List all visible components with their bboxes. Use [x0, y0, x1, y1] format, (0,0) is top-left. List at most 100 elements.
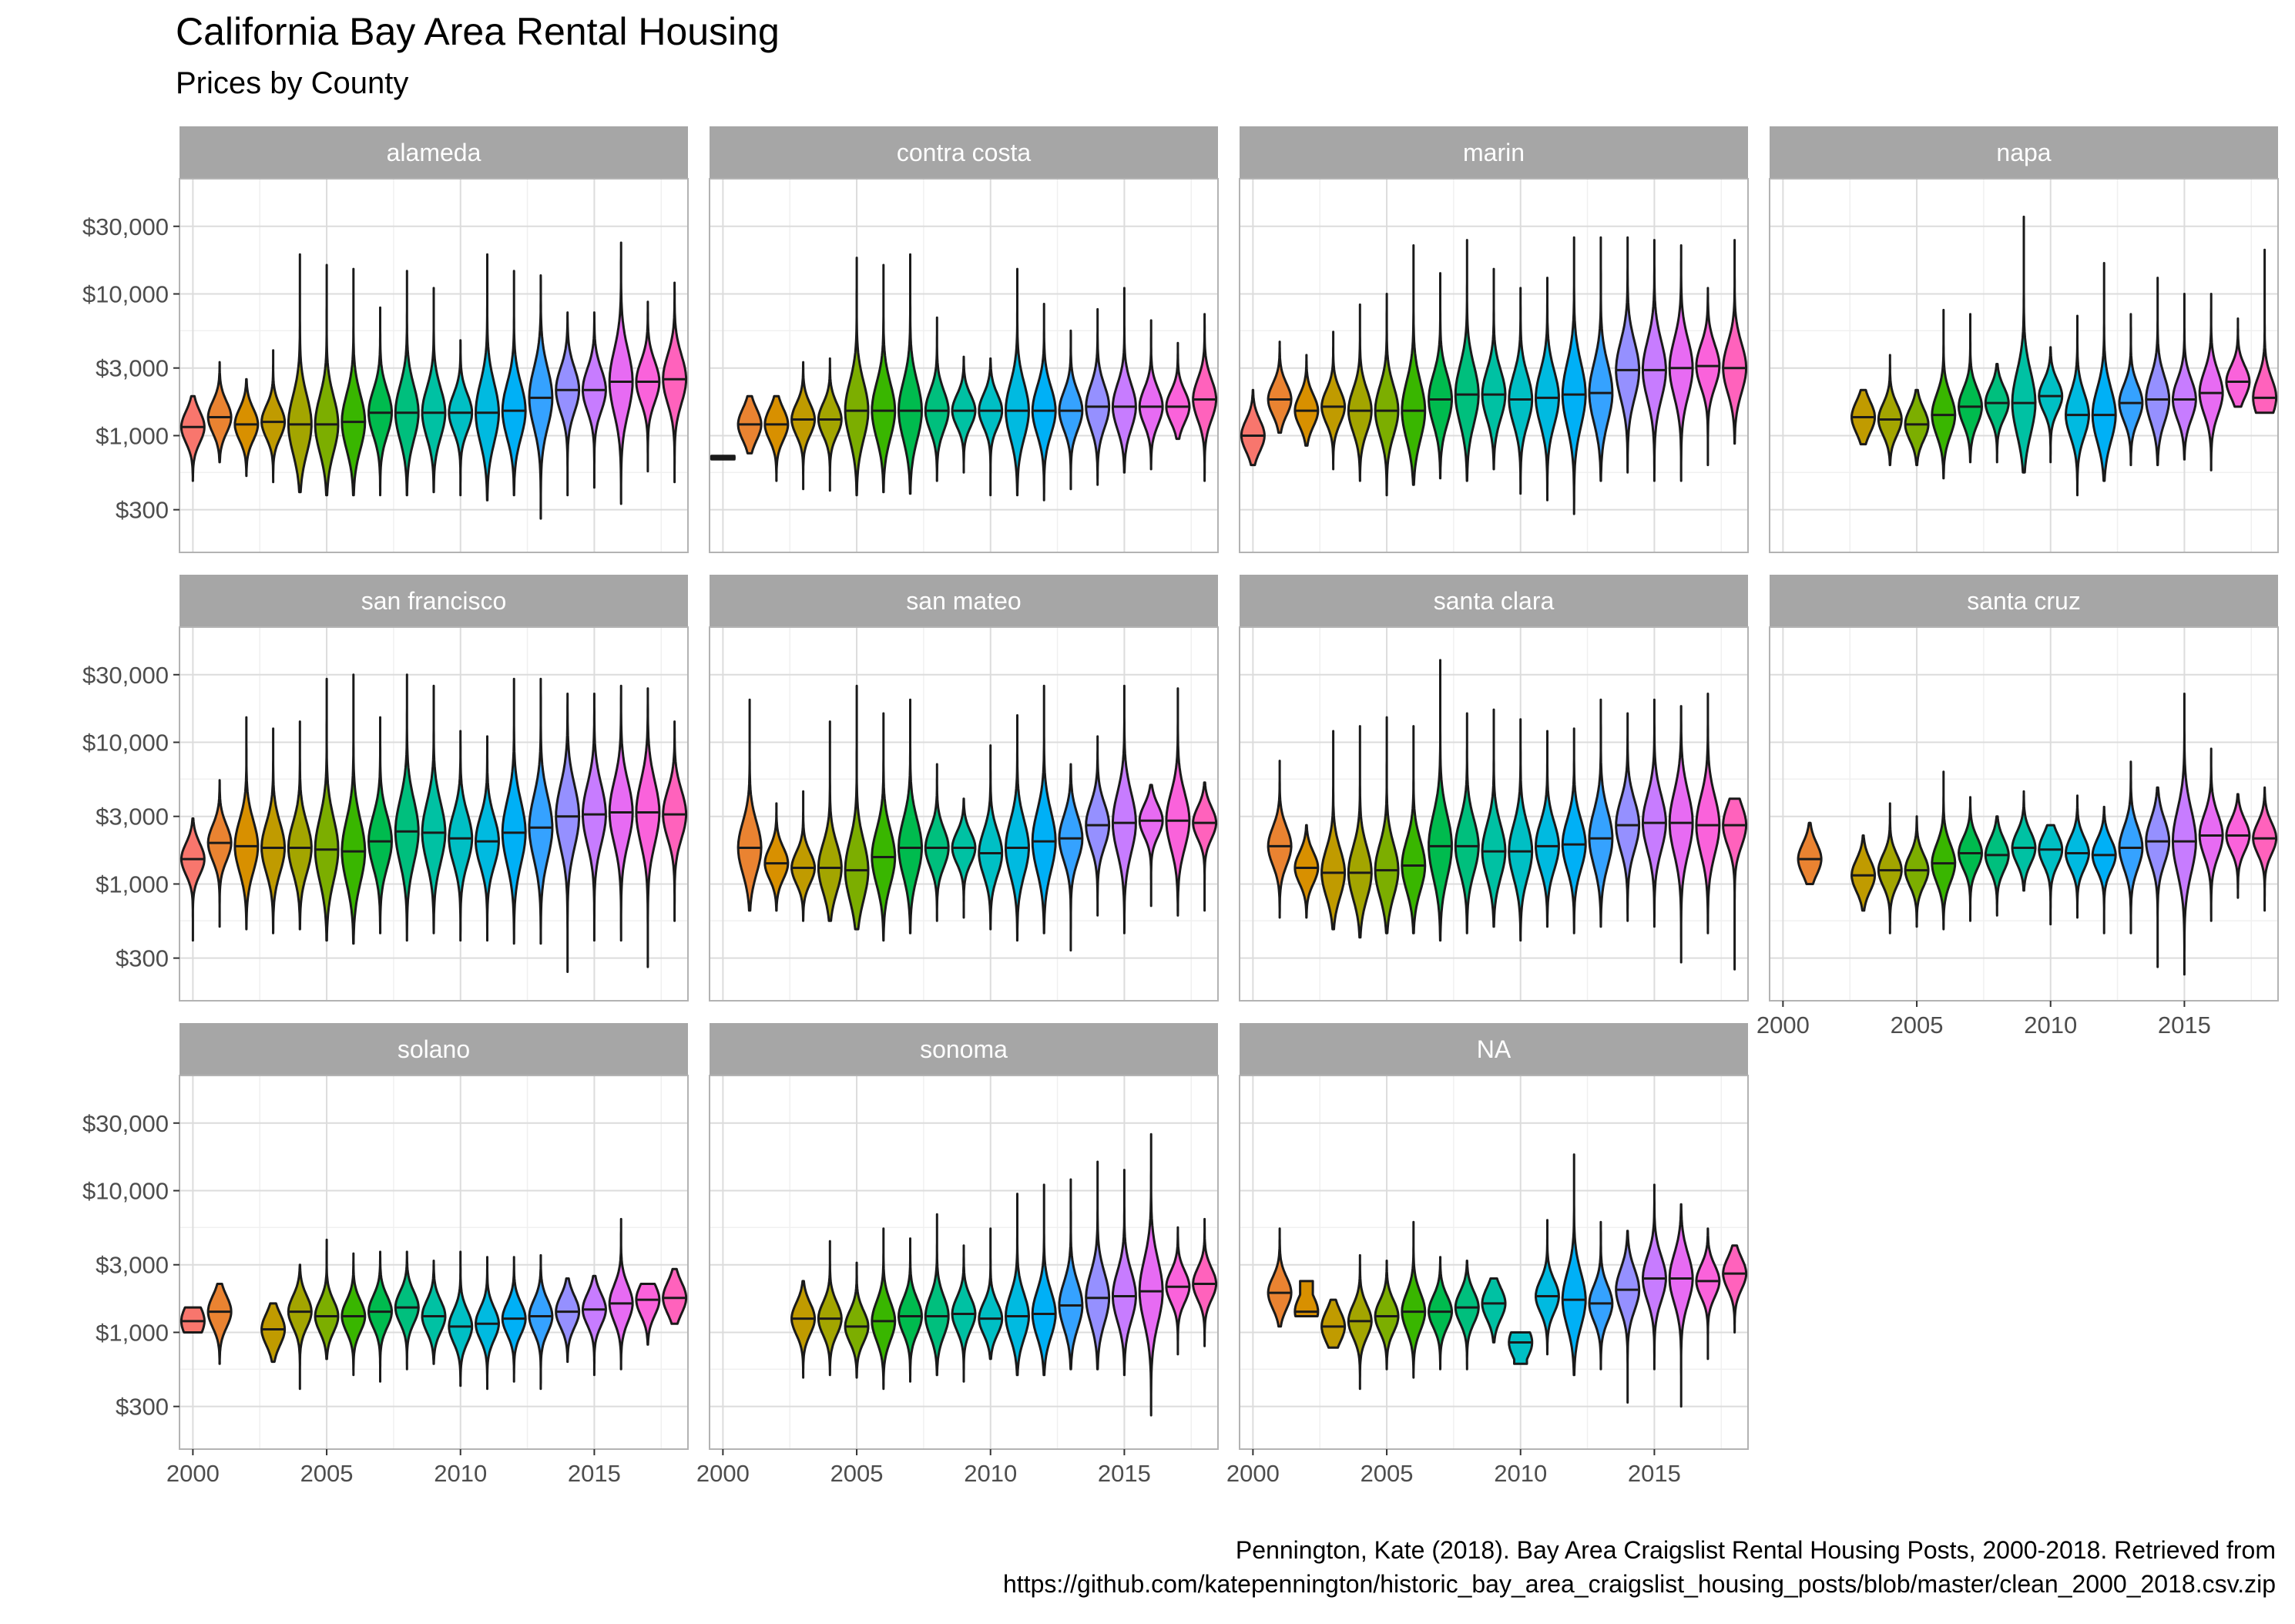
- violin-2005: [844, 684, 870, 931]
- violin-2014: [555, 311, 581, 497]
- violin-2017: [2225, 317, 2251, 408]
- violin-2009: [2011, 215, 2037, 474]
- violin-2006: [1401, 725, 1427, 934]
- strip-label: NA: [1477, 1035, 1512, 1063]
- violin-2000: [180, 1306, 206, 1334]
- x-tick-label: 2005: [1891, 1012, 1944, 1038]
- violin-2012: [2091, 805, 2117, 934]
- violin-2004: [287, 1263, 313, 1391]
- violin-2006: [1401, 244, 1427, 486]
- violin-2005: [314, 263, 340, 497]
- violin-2012: [1031, 1183, 1057, 1377]
- violin-2010: [1508, 718, 1534, 942]
- violin-2010: [448, 730, 474, 942]
- violin-2008: [1454, 1260, 1480, 1371]
- y-tick-label: $10,000: [82, 730, 169, 757]
- panel-border: [1769, 626, 2279, 1002]
- violin-2005: [844, 1261, 870, 1379]
- caption: Pennington, Kate (2018). Bay Area Craigs…: [1003, 1533, 2276, 1601]
- violin-2009: [1481, 267, 1507, 471]
- violin-2002: [1293, 1280, 1320, 1317]
- violin-2012: [1031, 684, 1057, 934]
- violin-2004: [1877, 354, 1903, 467]
- violin-2018: [662, 1267, 688, 1325]
- violin-2004: [1347, 725, 1373, 939]
- violin-2006: [341, 267, 367, 497]
- x-tick-label: 2000: [1226, 1460, 1280, 1487]
- violin-2006: [1401, 1220, 1427, 1379]
- violin-2001: [206, 1283, 233, 1365]
- violin-2002: [763, 394, 790, 482]
- y-tick-label: $10,000: [82, 1178, 169, 1205]
- violin-2008: [924, 763, 950, 922]
- y-tick-label: $3,000: [96, 804, 169, 830]
- violin-2016: [1668, 705, 1694, 964]
- violin-2013: [528, 677, 554, 945]
- violin-2011: [1535, 1219, 1560, 1356]
- facet-panel: NA 2000 2005 2010 2015: [1226, 1023, 1749, 1487]
- violin-2018: [1192, 781, 1218, 912]
- violin-2015: [582, 1274, 607, 1377]
- violin-2003: [790, 1280, 816, 1379]
- panel-border: [179, 1075, 689, 1450]
- violin-2004: [817, 357, 843, 492]
- violin-2011: [475, 253, 500, 502]
- violin-2013: [2118, 313, 2144, 467]
- x-tick-label: 2015: [2158, 1012, 2211, 1038]
- violin-2014: [1085, 1160, 1111, 1371]
- x-tick-label: 2005: [830, 1460, 884, 1487]
- violin-2004: [287, 253, 313, 494]
- violin-2017: [1165, 341, 1191, 441]
- violin-2001: [1267, 341, 1293, 435]
- violin-2016: [1668, 1203, 1694, 1408]
- y-tick-label: $3,000: [96, 1252, 169, 1279]
- violin-2003: [790, 790, 816, 922]
- panel-border: [179, 178, 689, 553]
- violin-2003: [260, 1302, 287, 1364]
- violin-2008: [924, 316, 950, 482]
- violin-2014: [555, 693, 581, 973]
- violin-2005: [1904, 388, 1930, 467]
- violin-2017: [1165, 687, 1191, 917]
- panel-border: [179, 626, 689, 1002]
- strip-label: san francisco: [361, 587, 507, 615]
- violin-2016: [608, 1217, 634, 1371]
- violin-2002: [233, 716, 260, 931]
- x-tick-label: 2010: [434, 1460, 487, 1487]
- violin-2008: [394, 673, 420, 942]
- violin-2003: [260, 727, 286, 934]
- strip-background: [1240, 126, 1748, 179]
- violin-2005: [844, 257, 870, 497]
- violin-2005: [314, 677, 340, 942]
- violin-2003: [1320, 331, 1347, 471]
- violin-2015: [1641, 698, 1667, 928]
- violin-2016: [2198, 293, 2224, 471]
- facet-panel: alameda $300 $1,000 $3,000 $10,000 $30,000: [82, 126, 689, 553]
- violin-2008: [924, 1213, 950, 1377]
- violin-2009: [951, 355, 977, 474]
- facet-panel: santa cruz 2000 2005 2010 2015: [1756, 575, 2279, 1038]
- y-tick-label: $1,000: [96, 871, 169, 898]
- strip-label: sonoma: [920, 1035, 1008, 1063]
- y-tick-label: $30,000: [82, 1110, 169, 1137]
- violin-2009: [421, 287, 447, 494]
- violin-2015: [1111, 684, 1137, 934]
- violin-2001: [736, 698, 763, 912]
- strip-label: contra costa: [897, 139, 1032, 166]
- violin-2012: [501, 677, 527, 945]
- violin-2015: [2171, 693, 2197, 976]
- facet-panel: contra costa: [709, 126, 1219, 553]
- strip-background: [1240, 575, 1748, 627]
- violin-2012: [1561, 236, 1587, 515]
- facet-panel: san mateo: [709, 575, 1219, 1002]
- strip-background: [180, 575, 688, 627]
- violin-2007: [898, 698, 923, 934]
- violin-2007: [367, 306, 393, 497]
- violin-2002: [1293, 824, 1320, 919]
- violin-2005: [1374, 716, 1400, 934]
- strip-background: [1770, 126, 2278, 179]
- violin-2013: [1058, 1178, 1084, 1371]
- strip-background: [1240, 1023, 1748, 1075]
- violin-2017: [1165, 1226, 1191, 1356]
